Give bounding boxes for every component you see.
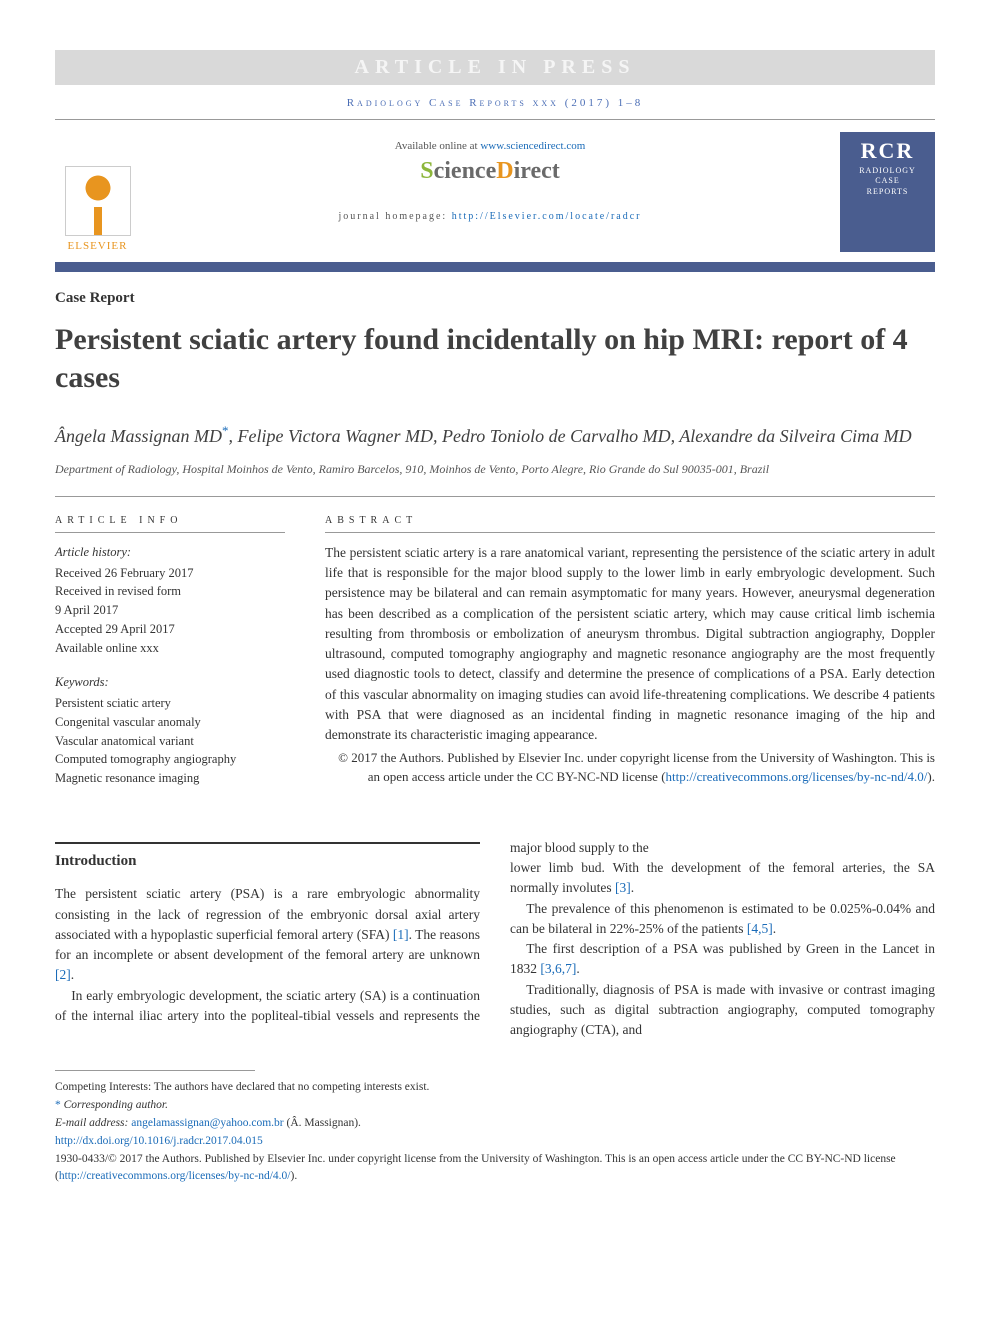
history-line: 9 April 2017 bbox=[55, 601, 285, 620]
corresponding-email-link[interactable]: angelamassignan@yahoo.com.br bbox=[131, 1117, 283, 1129]
keyword: Persistent sciatic artery bbox=[55, 694, 285, 713]
cc-license-link[interactable]: http://creativecommons.org/licenses/by-n… bbox=[59, 1170, 291, 1182]
copyright-close: ). bbox=[927, 769, 935, 784]
article-info-heading: ARTICLE INFO bbox=[55, 515, 285, 533]
elsevier-wordmark: ELSEVIER bbox=[68, 240, 128, 252]
ref-link-2[interactable]: [2] bbox=[55, 967, 71, 982]
header-divider-bar bbox=[55, 262, 935, 272]
article-history-block: Article history: Received 26 February 20… bbox=[55, 543, 285, 658]
cover-line-1: RADIOLOGY bbox=[859, 166, 916, 176]
star-icon: * bbox=[55, 1099, 64, 1111]
history-line: Available online xxx bbox=[55, 639, 285, 658]
sciencedirect-logo: ScienceDirect bbox=[150, 158, 830, 185]
article-type-label: Case Report bbox=[55, 290, 935, 307]
keyword: Magnetic resonance imaging bbox=[55, 769, 285, 788]
publisher-header: ELSEVIER Available online at www.science… bbox=[55, 119, 935, 262]
footnote-rule bbox=[55, 1070, 255, 1071]
intro-para-5: Traditionally, diagnosis of PSA is made … bbox=[510, 980, 935, 1041]
abstract-copyright: © 2017 the Authors. Published by Elsevie… bbox=[325, 749, 935, 787]
intro-para-4: The first description of a PSA was publi… bbox=[510, 939, 935, 980]
introduction-heading: Introduction bbox=[55, 842, 480, 873]
elsevier-tree-icon bbox=[65, 166, 131, 236]
issn-copyright-block: 1930-0433/© 2017 the Authors. Published … bbox=[55, 1151, 935, 1186]
author-4: Alexandre da Silveira Cima MD bbox=[679, 426, 911, 446]
ref-link-367[interactable]: [3,6,7] bbox=[540, 961, 576, 976]
p2c-text-a: lower limb bud. With the development of … bbox=[510, 860, 935, 895]
journal-cover-thumbnail: RCR RADIOLOGY CASE REPORTS bbox=[840, 132, 935, 252]
affiliation: Department of Radiology, Hospital Moinho… bbox=[55, 461, 935, 497]
article-body-columns: Introduction The persistent sciatic arte… bbox=[55, 838, 935, 1041]
keywords-label: Keywords: bbox=[55, 673, 285, 692]
ref-link-45[interactable]: [4,5] bbox=[747, 921, 773, 936]
corresponding-author-note: * Corresponding author. bbox=[55, 1097, 935, 1115]
journal-reference: Radiology Case Reports xxx (2017) 1–8 bbox=[55, 97, 935, 109]
keyword: Vascular anatomical variant bbox=[55, 732, 285, 751]
journal-homepage-link[interactable]: http://Elsevier.com/locate/radcr bbox=[452, 211, 642, 222]
issn-close: ). bbox=[291, 1170, 298, 1182]
history-line: Received 26 February 2017 bbox=[55, 564, 285, 583]
homepage-prefix: journal homepage: bbox=[339, 211, 452, 222]
competing-interests: Competing Interests: The authors have de… bbox=[55, 1079, 935, 1097]
author-1: Ângela Massignan MD bbox=[55, 426, 222, 446]
article-title: Persistent sciatic artery found incident… bbox=[55, 321, 935, 396]
corresponding-star-icon: * bbox=[222, 423, 229, 438]
license-link[interactable]: http://creativecommons.org/licenses/by-n… bbox=[666, 769, 928, 784]
cover-line-2: CASE bbox=[859, 176, 916, 186]
sciencedirect-link[interactable]: www.sciencedirect.com bbox=[480, 140, 585, 152]
intro-para-1: The persistent sciatic artery (PSA) is a… bbox=[55, 884, 480, 985]
history-line: Accepted 29 April 2017 bbox=[55, 620, 285, 639]
p2c-text-b: . bbox=[631, 880, 634, 895]
history-label: Article history: bbox=[55, 543, 285, 562]
keywords-block: Keywords: Persistent sciatic artery Cong… bbox=[55, 673, 285, 788]
elsevier-logo: ELSEVIER bbox=[55, 132, 140, 252]
journal-homepage-text: journal homepage: http://Elsevier.com/lo… bbox=[150, 211, 830, 222]
available-online-text: Available online at www.sciencedirect.co… bbox=[150, 140, 830, 152]
journal-cover-abbr: RCR bbox=[861, 138, 915, 164]
authors-line: Ângela Massignan MD*, Felipe Victora Wag… bbox=[55, 422, 935, 449]
abstract-heading: ABSTRACT bbox=[325, 515, 935, 533]
p4-text-b: . bbox=[576, 961, 579, 976]
keyword: Computed tomography angiography bbox=[55, 750, 285, 769]
author-2: Felipe Victora Wagner MD bbox=[237, 426, 432, 446]
email-attribution: (Â. Massignan). bbox=[284, 1117, 361, 1129]
intro-para-2-cont: lower limb bud. With the development of … bbox=[510, 858, 935, 899]
ref-link-3[interactable]: [3] bbox=[615, 880, 631, 895]
corresponding-text: Corresponding author. bbox=[64, 1099, 168, 1111]
keyword: Congenital vascular anomaly bbox=[55, 713, 285, 732]
author-3: Pedro Toniolo de Carvalho MD bbox=[442, 426, 671, 446]
available-prefix: Available online at bbox=[395, 140, 481, 152]
abstract-body: The persistent sciatic artery is a rare … bbox=[325, 545, 935, 742]
intro-para-3: The prevalence of this phenomenon is est… bbox=[510, 899, 935, 940]
p3-text-a: The prevalence of this phenomenon is est… bbox=[510, 901, 935, 936]
email-label: E-mail address: bbox=[55, 1117, 131, 1129]
doi-link[interactable]: http://dx.doi.org/10.1016/j.radcr.2017.0… bbox=[55, 1135, 263, 1147]
email-line: E-mail address: angelamassignan@yahoo.co… bbox=[55, 1115, 935, 1133]
p1-text-c: . bbox=[71, 967, 74, 982]
ref-link-1[interactable]: [1] bbox=[393, 927, 409, 942]
cover-line-3: REPORTS bbox=[859, 187, 916, 197]
abstract-text: The persistent sciatic artery is a rare … bbox=[325, 543, 935, 787]
footnotes: Competing Interests: The authors have de… bbox=[55, 1079, 935, 1150]
history-line: Received in revised form bbox=[55, 582, 285, 601]
p3-text-b: . bbox=[773, 921, 776, 936]
article-in-press-banner: ARTICLE IN PRESS bbox=[55, 50, 935, 85]
